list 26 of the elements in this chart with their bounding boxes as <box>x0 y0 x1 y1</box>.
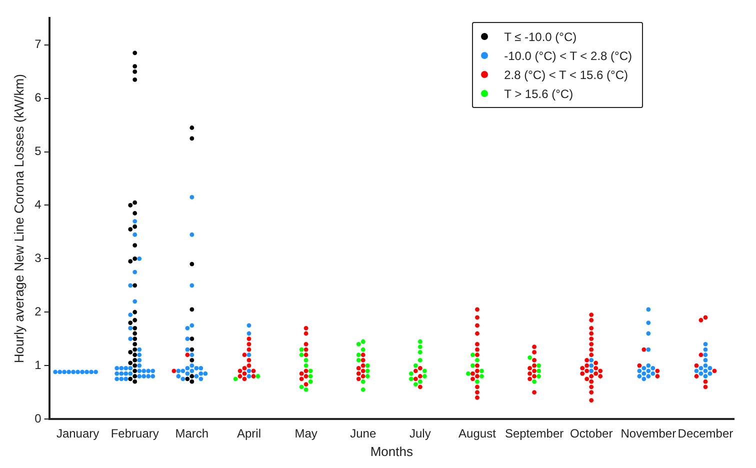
x-tick-label: March <box>175 426 209 441</box>
legend-label: -10.0 (°C) < T < 2.8 (°C) <box>504 48 632 62</box>
x-axis-title: Months <box>370 444 414 459</box>
y-tick-label: 1 <box>34 358 42 372</box>
y-tick-label: 2 <box>34 304 42 318</box>
y-tick-label: 5 <box>34 144 42 158</box>
y-tick-label: 3 <box>34 250 42 265</box>
x-tick-label: February <box>110 426 159 441</box>
y-tick-label: 4 <box>34 198 42 212</box>
x-tick-label: December <box>678 426 734 441</box>
x-tick-label: September <box>504 426 564 441</box>
legend-label: T ≤ -10.0 (°C) <box>504 30 577 44</box>
y-tick-label: 7 <box>34 37 42 52</box>
x-tick-label: January <box>56 426 100 441</box>
x-tick-label: April <box>236 426 261 441</box>
y-tick-label: 6 <box>34 90 42 105</box>
x-tick-label: October <box>570 426 613 441</box>
legend-label: T > 15.6 (°C) <box>504 86 574 100</box>
legend-label: 2.8 (°C) < T < 15.6 (°C) <box>504 68 628 82</box>
y-tick-label: 0 <box>34 411 42 426</box>
y-axis-title: Hourly average New Line Corona Losses (kW/km) <box>11 74 26 364</box>
x-tick-label: July <box>409 426 431 441</box>
x-tick-label: June <box>350 426 376 441</box>
x-tick-label: May <box>294 426 318 441</box>
x-tick-label: November <box>620 426 676 441</box>
x-tick-label: August <box>458 426 497 441</box>
